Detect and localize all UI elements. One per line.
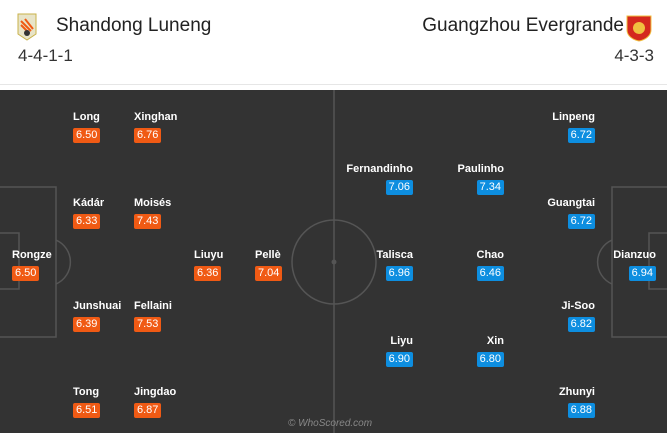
player-rating-badge: 6.39 [73, 317, 101, 332]
shandong-luneng-logo-icon [17, 13, 37, 41]
player-name: Junshuai [73, 300, 122, 312]
player-name: Fernandinho [346, 163, 413, 175]
home-team-name[interactable]: Shandong Luneng [56, 15, 212, 36]
player-rating-badge: 6.72 [567, 214, 595, 229]
match-header: Shandong Luneng 4-4-1-1 Guangzhou Evergr… [0, 0, 667, 85]
player-rating-badge: 6.80 [476, 352, 504, 367]
player-name: Kádár [73, 197, 105, 209]
away-formation: 4-3-3 [614, 46, 654, 65]
away-player[interactable]: Fernandinho 7.06 [346, 163, 413, 195]
player-name: Liyu [390, 335, 413, 347]
player-rating-badge: 7.06 [385, 180, 413, 195]
player-rating-badge: 6.50 [73, 128, 101, 143]
away-player[interactable]: Dianzuo 6.94 [613, 249, 656, 281]
player-rating-badge: 6.46 [476, 266, 504, 281]
guangzhou-evergrande-logo-icon [626, 15, 652, 42]
home-player[interactable]: Fellaini 7.53 [134, 300, 172, 332]
player-rating-badge: 6.50 [12, 266, 40, 281]
pitch-lines [0, 90, 667, 433]
home-player[interactable]: Pellè 7.04 [255, 249, 283, 281]
away-player[interactable]: Chao 6.46 [476, 249, 505, 281]
away-player[interactable]: Linpeng 6.72 [552, 111, 595, 143]
player-rating-badge: 7.34 [476, 180, 504, 195]
away-player[interactable]: Liyu 6.90 [385, 335, 413, 367]
player-name: Jingdao [134, 386, 177, 398]
player-rating-badge: 7.04 [255, 266, 283, 281]
player-rating-badge: 6.33 [73, 214, 101, 229]
player-name: Dianzuo [613, 249, 656, 261]
away-team-name[interactable]: Guangzhou Evergrande [422, 15, 624, 36]
player-rating-badge: 6.76 [134, 128, 162, 143]
home-player[interactable]: Jingdao 6.87 [134, 386, 176, 418]
player-name: Xinghan [134, 111, 178, 123]
home-player[interactable]: Xinghan 6.76 [134, 111, 177, 143]
home-player[interactable]: Rongze 6.50 [12, 249, 52, 281]
player-name: Ji-Soo [561, 300, 595, 312]
away-player[interactable]: Xin 6.80 [476, 335, 504, 367]
player-name: Paulinho [457, 163, 504, 175]
player-name: Fellaini [134, 300, 172, 312]
player-name: Xin [486, 335, 504, 347]
player-rating-badge: 6.72 [567, 128, 595, 143]
player-rating-badge: 6.87 [134, 403, 162, 418]
player-rating-badge: 6.82 [567, 317, 595, 332]
player-name: Liuyu [194, 249, 224, 261]
away-player[interactable]: Talisca 6.96 [376, 249, 414, 281]
player-rating-badge: 7.43 [134, 214, 162, 229]
player-name: Talisca [376, 249, 414, 261]
away-player[interactable]: Zhunyi 6.88 [559, 386, 595, 418]
player-rating-badge: 6.94 [628, 266, 656, 281]
player-name: Long [73, 111, 100, 123]
player-rating-badge: 6.90 [385, 352, 413, 367]
player-name: Tong [73, 386, 100, 398]
home-player[interactable]: Long 6.50 [73, 111, 101, 143]
whoscored-watermark: © WhoScored.com [288, 418, 373, 429]
away-player[interactable]: Guangtai 6.72 [547, 197, 595, 229]
home-player[interactable]: Junshuai 6.39 [73, 300, 121, 332]
player-name: Zhunyi [558, 386, 595, 398]
player-name: Guangtai [547, 197, 595, 209]
player-rating-badge: 7.53 [134, 317, 162, 332]
player-rating-badge: 6.36 [194, 266, 222, 281]
player-rating-badge: 6.51 [73, 403, 101, 418]
player-name: Moisés [134, 197, 172, 209]
player-name: Rongze [12, 249, 52, 261]
player-name: Linpeng [552, 111, 595, 123]
player-rating-badge: 6.96 [385, 266, 413, 281]
pitch [0, 90, 667, 433]
player-name: Chao [476, 249, 505, 261]
home-player[interactable]: Moisés 7.43 [134, 197, 171, 229]
away-player[interactable]: Paulinho 7.34 [458, 163, 504, 195]
home-player[interactable]: Kádár 6.33 [73, 197, 104, 229]
player-rating-badge: 6.88 [567, 403, 595, 418]
home-player[interactable]: Liuyu 6.36 [194, 249, 223, 281]
home-formation: 4-4-1-1 [18, 46, 73, 65]
home-player[interactable]: Tong 6.51 [73, 386, 101, 418]
away-player[interactable]: Ji-Soo 6.82 [561, 300, 595, 332]
player-name: Pellè [255, 249, 281, 261]
